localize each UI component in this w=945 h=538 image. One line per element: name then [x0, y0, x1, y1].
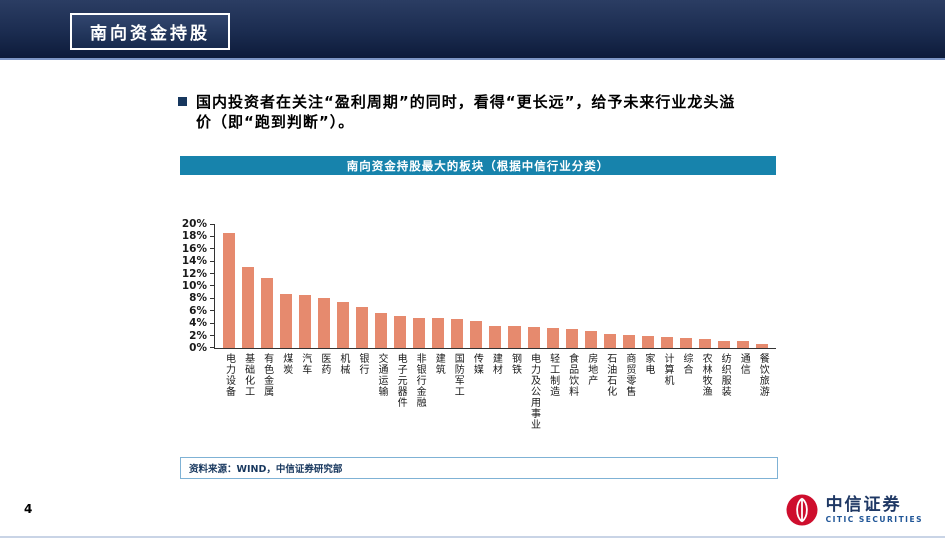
bar-家电: [641, 335, 654, 348]
y-axis: 20% 18% 16% 14% 12% 10% 8% 6% 4% 2% 0%: [181, 218, 207, 354]
citic-logo: 中信证券 CITIC SECURITIES: [786, 494, 923, 526]
bullet-text: 国内投资者在关注“盈利周期”的同时，看得“更长远”，给予未来行业龙头溢价（即“跑…: [196, 93, 736, 132]
bar-交通运输: [375, 313, 388, 348]
bar-石油石化: [603, 333, 616, 348]
bar-通信: [737, 341, 750, 348]
bar-汽车: [298, 295, 311, 348]
header-band: 南向资金持股: [0, 0, 945, 60]
x-label-银行: 银行: [356, 353, 368, 375]
x-label-商贸零售: 商贸零售: [623, 353, 635, 397]
x-label-医药: 医药: [318, 353, 330, 375]
x-label-国防军工: 国防军工: [452, 353, 464, 397]
x-label-农林牧渔: 农林牧渔: [700, 353, 712, 397]
x-label-传媒: 传媒: [471, 353, 483, 375]
bar-医药: [317, 298, 330, 348]
bar-chart: 20% 18% 16% 14% 12% 10% 8% 6% 4% 2% 0% 电力设备 基础化工 有色金…: [180, 218, 776, 430]
bar-电力设备: [222, 233, 235, 348]
x-label-有色金属: 有色金属: [261, 353, 273, 397]
citic-emblem-icon: [786, 494, 818, 526]
bar-机械: [336, 302, 349, 348]
bar-基础化工: [241, 267, 254, 348]
bar-轻工制造: [546, 327, 559, 348]
bar-房地产: [584, 330, 597, 348]
x-label-电力及公用事业: 电力及公用事业: [528, 353, 540, 430]
x-label-建筑: 建筑: [433, 353, 445, 375]
x-label-餐饮旅游: 餐饮旅游: [757, 353, 769, 397]
x-label-纺织服装: 纺织服装: [719, 353, 731, 397]
x-label-建材: 建材: [490, 353, 502, 375]
bar-农林牧渔: [699, 338, 712, 348]
x-label-电子元器件: 电子元器件: [395, 353, 407, 408]
chart-title-banner: 南向资金持股最大的板块（根据中信行业分类）: [180, 156, 776, 175]
x-label-房地产: 房地产: [585, 353, 597, 386]
source-box: 资料来源：WIND，中信证券研究部: [180, 457, 778, 479]
x-label-非银行金融: 非银行金融: [414, 353, 426, 408]
bar-银行: [355, 307, 368, 348]
bar-食品饮料: [565, 328, 578, 348]
bars: [214, 224, 776, 349]
bar-商贸零售: [622, 334, 635, 348]
x-label-基础化工: 基础化工: [242, 353, 254, 397]
page-number: 4: [24, 502, 33, 516]
x-label-电力设备: 电力设备: [223, 353, 235, 397]
x-label-家电: 家电: [642, 353, 654, 375]
bar-传媒: [470, 320, 483, 348]
bar-建筑: [432, 318, 445, 348]
page-title: 南向资金持股: [70, 13, 230, 50]
bottom-divider: [0, 536, 945, 538]
bar-餐饮旅游: [756, 344, 769, 348]
chart-body: 20% 18% 16% 14% 12% 10% 8% 6% 4% 2% 0% 电力设备 基础化工 有色金…: [180, 218, 776, 430]
bullet-item: 国内投资者在关注“盈利周期”的同时，看得“更长远”，给予未来行业龙头溢价（即“跑…: [178, 92, 746, 133]
x-label-钢铁: 钢铁: [509, 353, 521, 375]
x-label-石油石化: 石油石化: [604, 353, 616, 397]
logo-en-text: CITIC SECURITIES: [825, 514, 923, 524]
x-label-食品饮料: 食品饮料: [566, 353, 578, 397]
x-axis-labels: 电力设备 基础化工 有色金属 煤炭 汽车 医药 机械 银行 交通运输 电子元器件 非银行金融 建筑 国防…: [215, 349, 776, 430]
bar-非银行金融: [413, 317, 426, 348]
bar-建材: [489, 325, 502, 348]
x-label-计算机: 计算机: [661, 353, 673, 386]
x-label-煤炭: 煤炭: [280, 353, 292, 375]
plot-area: 电力设备 基础化工 有色金属 煤炭 汽车 医药 机械 银行 交通运输 电子元器件 非银行金融 建筑 国防…: [214, 224, 776, 430]
bar-电子元器件: [394, 316, 407, 348]
source-note: 资料来源：WIND，中信证券研究部: [189, 464, 343, 475]
x-label-汽车: 汽车: [299, 353, 311, 375]
bar-综合: [680, 338, 693, 348]
bar-有色金属: [260, 277, 273, 348]
bar-计算机: [660, 336, 673, 348]
bar-纺织服装: [718, 340, 731, 348]
bar-国防军工: [451, 319, 464, 348]
x-label-交通运输: 交通运输: [376, 353, 388, 397]
bar-电力及公用事业: [527, 326, 540, 348]
x-label-轻工制造: 轻工制造: [547, 353, 559, 397]
bar-钢铁: [508, 325, 521, 348]
square-bullet-icon: [178, 97, 187, 106]
logo-text: 中信证券 CITIC SECURITIES: [826, 496, 923, 524]
x-label-综合: 综合: [681, 353, 693, 375]
x-label-通信: 通信: [738, 353, 750, 375]
logo-cn-text: 中信证券: [825, 495, 902, 516]
x-label-机械: 机械: [337, 353, 349, 375]
bar-煤炭: [279, 294, 292, 348]
